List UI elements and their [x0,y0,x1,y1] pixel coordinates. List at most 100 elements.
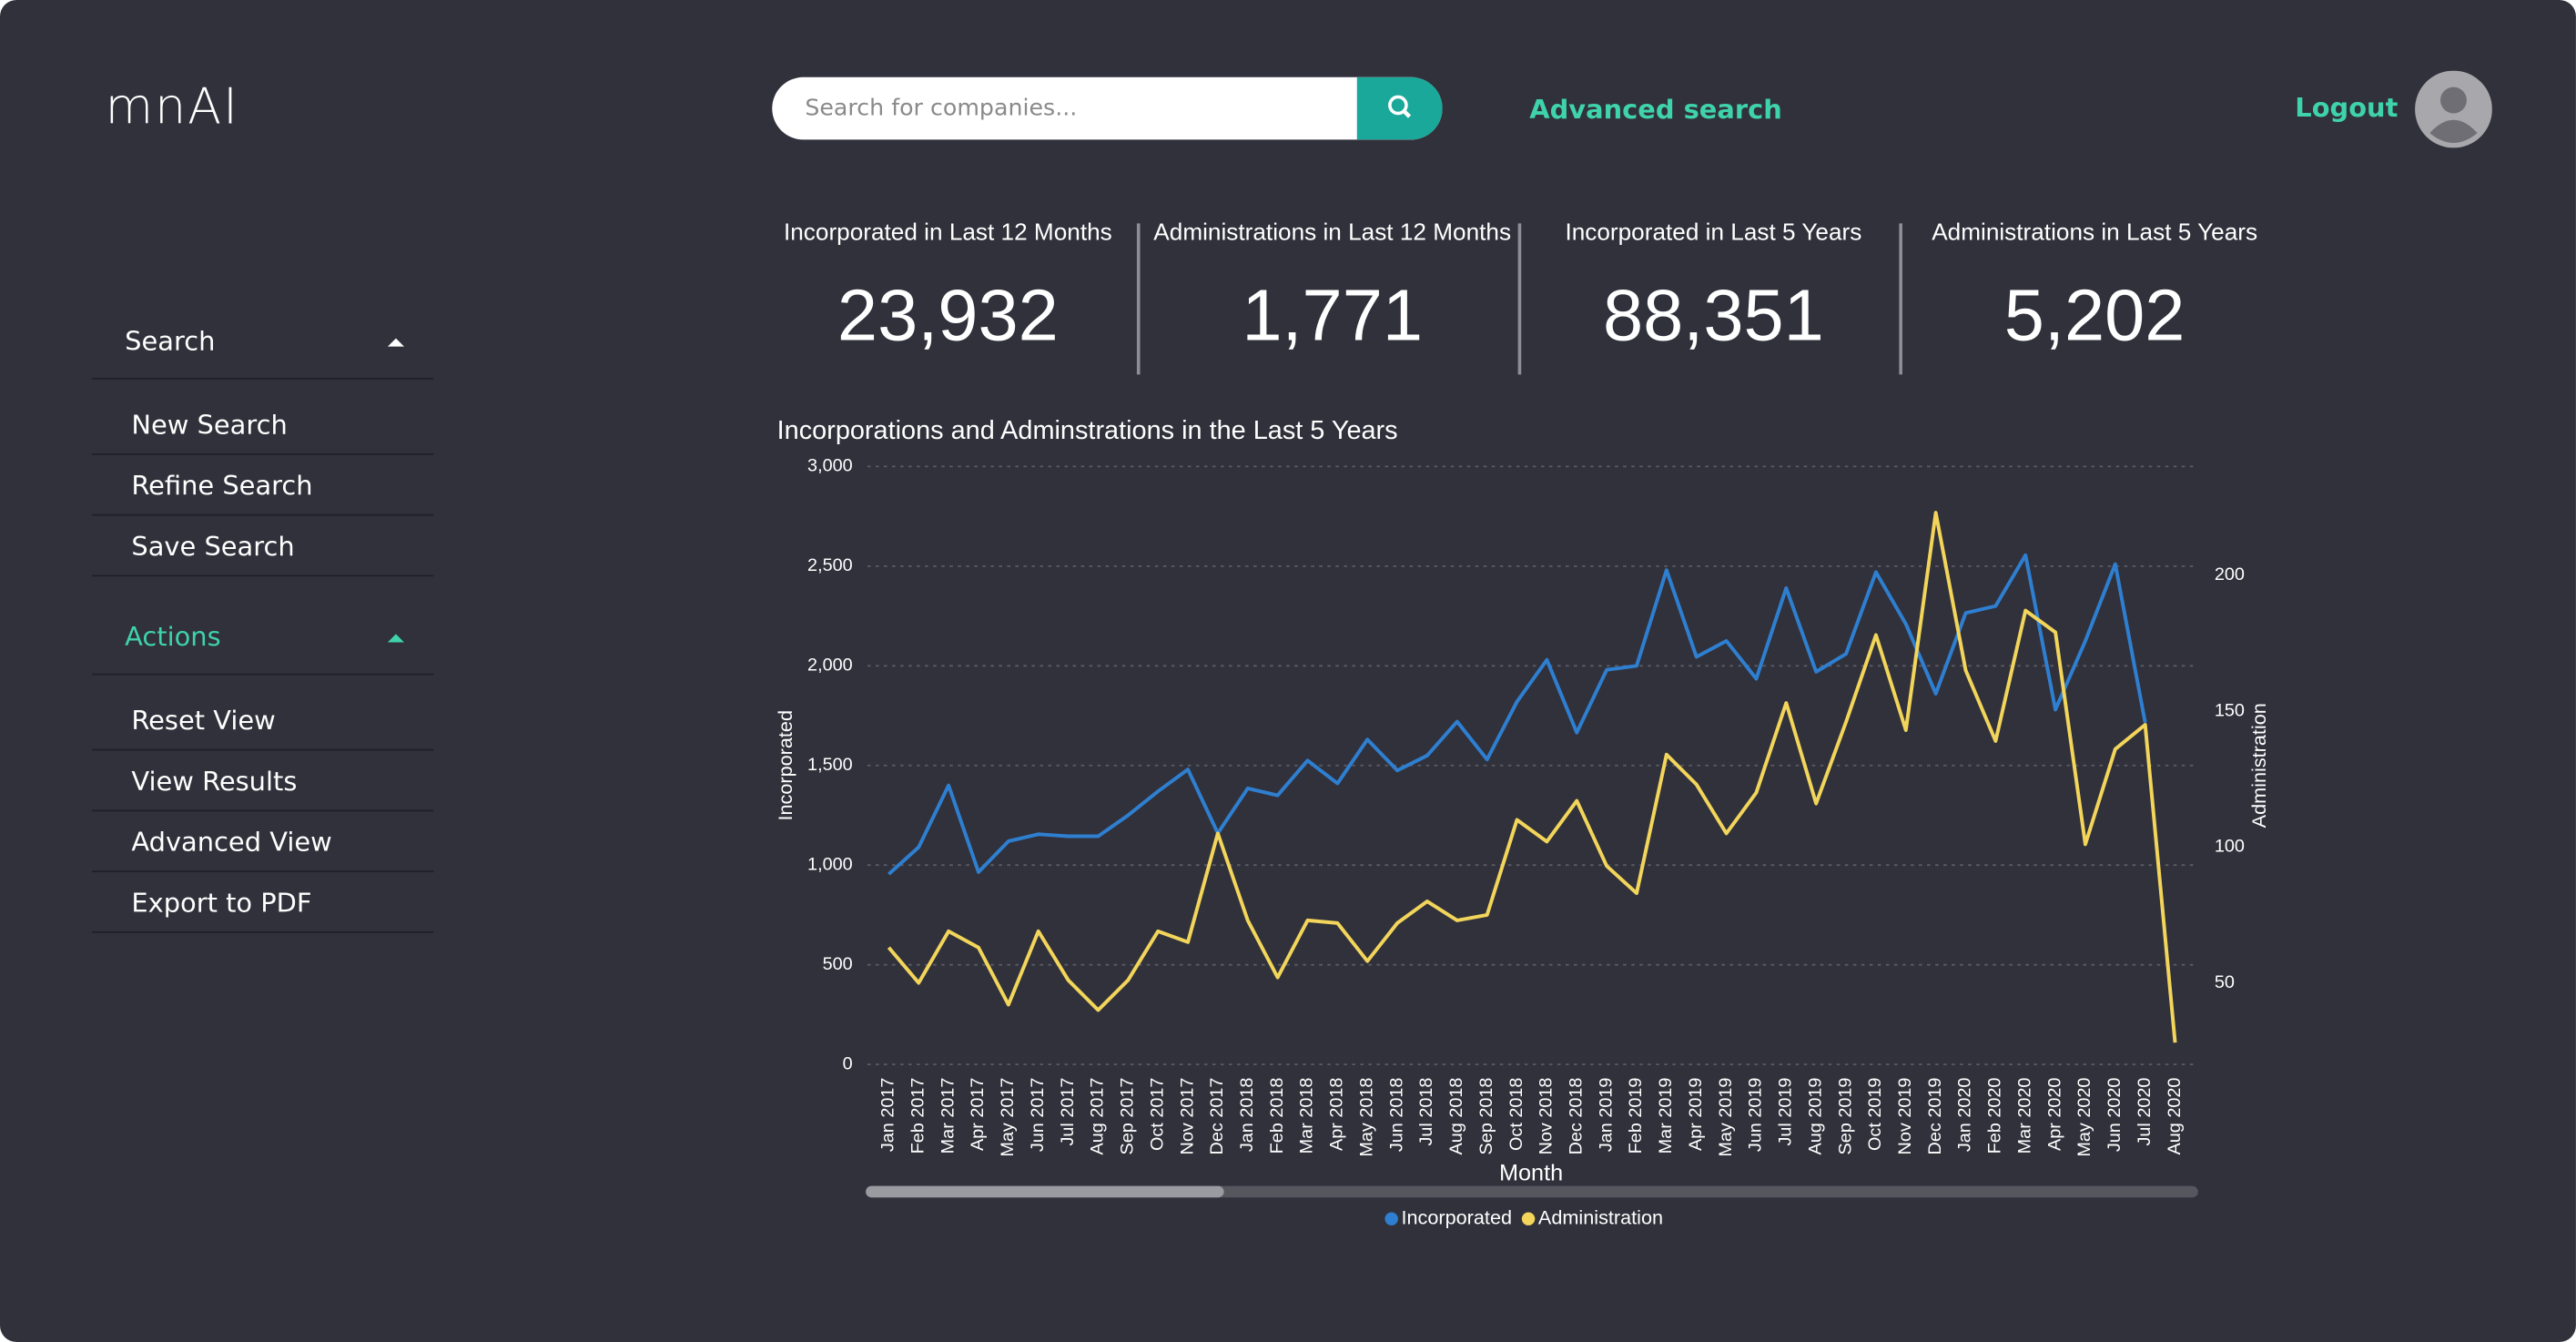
scrollbar-thumb[interactable] [866,1185,1224,1198]
y2-tick-label: 200 [2215,564,2245,585]
item-label: View Results [131,765,298,798]
y-tick-label: 500 [823,954,853,974]
x-tick-label: Jul 2018 [1416,1078,1436,1146]
section-title: Actions [125,620,221,653]
sidebar-item[interactable]: Export to PDF [92,872,434,933]
x-tick-label: Dec 2019 [1925,1078,1945,1155]
x-tick-label: Aug 2020 [2165,1078,2185,1155]
legend-label[interactable]: Administration [1538,1205,1663,1228]
search-button[interactable] [1356,76,1443,140]
avatar[interactable] [2415,70,2492,148]
legend-swatch [1384,1212,1398,1225]
x-tick-label: Mar 2020 [2014,1078,2034,1154]
y-tick-label: 0 [843,1053,853,1073]
logo[interactable]: mnAI [105,78,239,137]
x-tick-label: May 2019 [1716,1078,1736,1157]
kpi-divider [1899,223,1902,375]
kpi-label: Administrations in Last 12 Months [1153,219,1512,247]
kpi-label: Incorporated in Last 12 Months [783,219,1112,247]
x-tick-label: Aug 2017 [1088,1078,1108,1155]
x-tick-label: Jun 2018 [1386,1078,1406,1153]
x-tick-label: Jan 2019 [1596,1078,1616,1153]
kpi-value: 88,351 [1602,276,1824,357]
sidebar-item[interactable]: New Search [92,394,434,455]
y-tick-label: 1,000 [807,854,853,874]
x-tick-label: Mar 2017 [938,1078,958,1154]
x-tick-label: Sep 2017 [1118,1078,1138,1155]
sidebar-item[interactable]: View Results [92,751,434,812]
line-series [887,511,2177,1043]
kpi-divider [1136,223,1141,375]
x-tick-label: May 2020 [2074,1078,2094,1157]
x-tick-label: Nov 2017 [1177,1078,1197,1155]
sidebar-item[interactable]: Save Search [92,516,434,577]
caret [387,338,404,347]
logout-link[interactable]: Logout [2295,92,2399,124]
y2-tick-label: 150 [2215,700,2245,720]
x-tick-label: May 2017 [998,1078,1018,1157]
x-tick-label: Nov 2019 [1895,1078,1915,1155]
sidebar-item[interactable]: Advanced View [92,811,434,873]
x-tick-label: Oct 2017 [1147,1078,1167,1151]
item-label: Refine Search [131,470,313,502]
y2-axis-label: Administration [2247,703,2270,828]
x-tick-label: Oct 2018 [1506,1078,1526,1151]
y-tick-label: 3,000 [807,456,853,476]
kpi-value: 23,932 [837,276,1059,357]
x-tick-label: Oct 2019 [1865,1078,1885,1151]
caret [387,634,404,643]
x-tick-label: Dec 2018 [1567,1078,1587,1155]
y-tick-label: 2,500 [807,555,853,575]
sidebar-item[interactable]: Reset View [92,690,434,751]
search-placeholder: Search for companies... [805,95,1078,122]
x-tick-label: Jun 2020 [2104,1078,2125,1153]
x-tick-label: Nov 2018 [1536,1078,1557,1155]
kpi-card: Incorporated in Last 5 Years 88,351 [1525,220,1902,359]
kpi-card: Administrations in Last 5 Years 5,202 [1906,220,2284,359]
y-tick-label: 1,500 [807,755,853,775]
kpi-value: 5,202 [2003,276,2186,357]
x-tick-label: May 2018 [1356,1078,1376,1157]
y-axis-label: Incorporated [774,710,796,820]
x-tick-label: Jul 2017 [1058,1078,1078,1146]
item-label: Advanced View [131,826,332,858]
x-tick-label: Jun 2017 [1028,1078,1048,1153]
x-tick-label: Feb 2017 [908,1078,928,1154]
x-tick-label: Dec 2017 [1207,1078,1227,1155]
x-tick-label: Feb 2019 [1626,1078,1646,1154]
sidebar-item[interactable]: Refine Search [92,455,434,516]
kpi-value: 1,771 [1242,276,1424,357]
item-label: New Search [131,409,288,441]
x-tick-label: Jan 2020 [1955,1078,1975,1153]
x-tick-label: Jun 2019 [1746,1078,1766,1153]
x-tick-label: Sep 2019 [1835,1078,1855,1155]
sidebar-section[interactable]: Actions [92,601,434,676]
kpi-card: Administrations in Last 12 Months 1,771 [1143,220,1521,359]
y2-tick-label: 50 [2215,972,2235,992]
item-label: Export to PDF [131,887,312,919]
x-tick-label: Feb 2018 [1267,1078,1287,1154]
x-tick-label: Mar 2018 [1297,1078,1317,1154]
x-tick-label: Apr 2018 [1327,1078,1347,1151]
x-tick-label: Apr 2017 [968,1078,988,1151]
kpi-label: Incorporated in Last 5 Years [1565,219,1862,247]
x-tick-label: Aug 2019 [1805,1078,1825,1155]
x-tick-label: Mar 2019 [1656,1078,1676,1154]
sidebar-section[interactable]: Search [92,306,434,380]
x-tick-label: Jul 2019 [1776,1078,1796,1146]
legend-label[interactable]: Incorporated [1401,1205,1512,1228]
x-tick-label: Sep 2018 [1476,1078,1496,1155]
search-box[interactable]: Search for companies... [772,76,1443,140]
x-tick-label: Jan 2018 [1237,1078,1257,1153]
x-tick-label: Aug 2018 [1446,1078,1466,1155]
kpi-divider [1517,223,1522,375]
x-tick-label: Apr 2019 [1686,1078,1706,1151]
item-label: Reset View [131,705,276,737]
x-tick-label: Jan 2017 [878,1078,898,1153]
advanced-search-link[interactable]: Advanced search [1529,93,1782,126]
x-tick-label: Feb 2020 [1985,1078,2005,1154]
y2-tick-label: 100 [2215,837,2245,857]
x-tick-label: Apr 2020 [2044,1078,2064,1151]
